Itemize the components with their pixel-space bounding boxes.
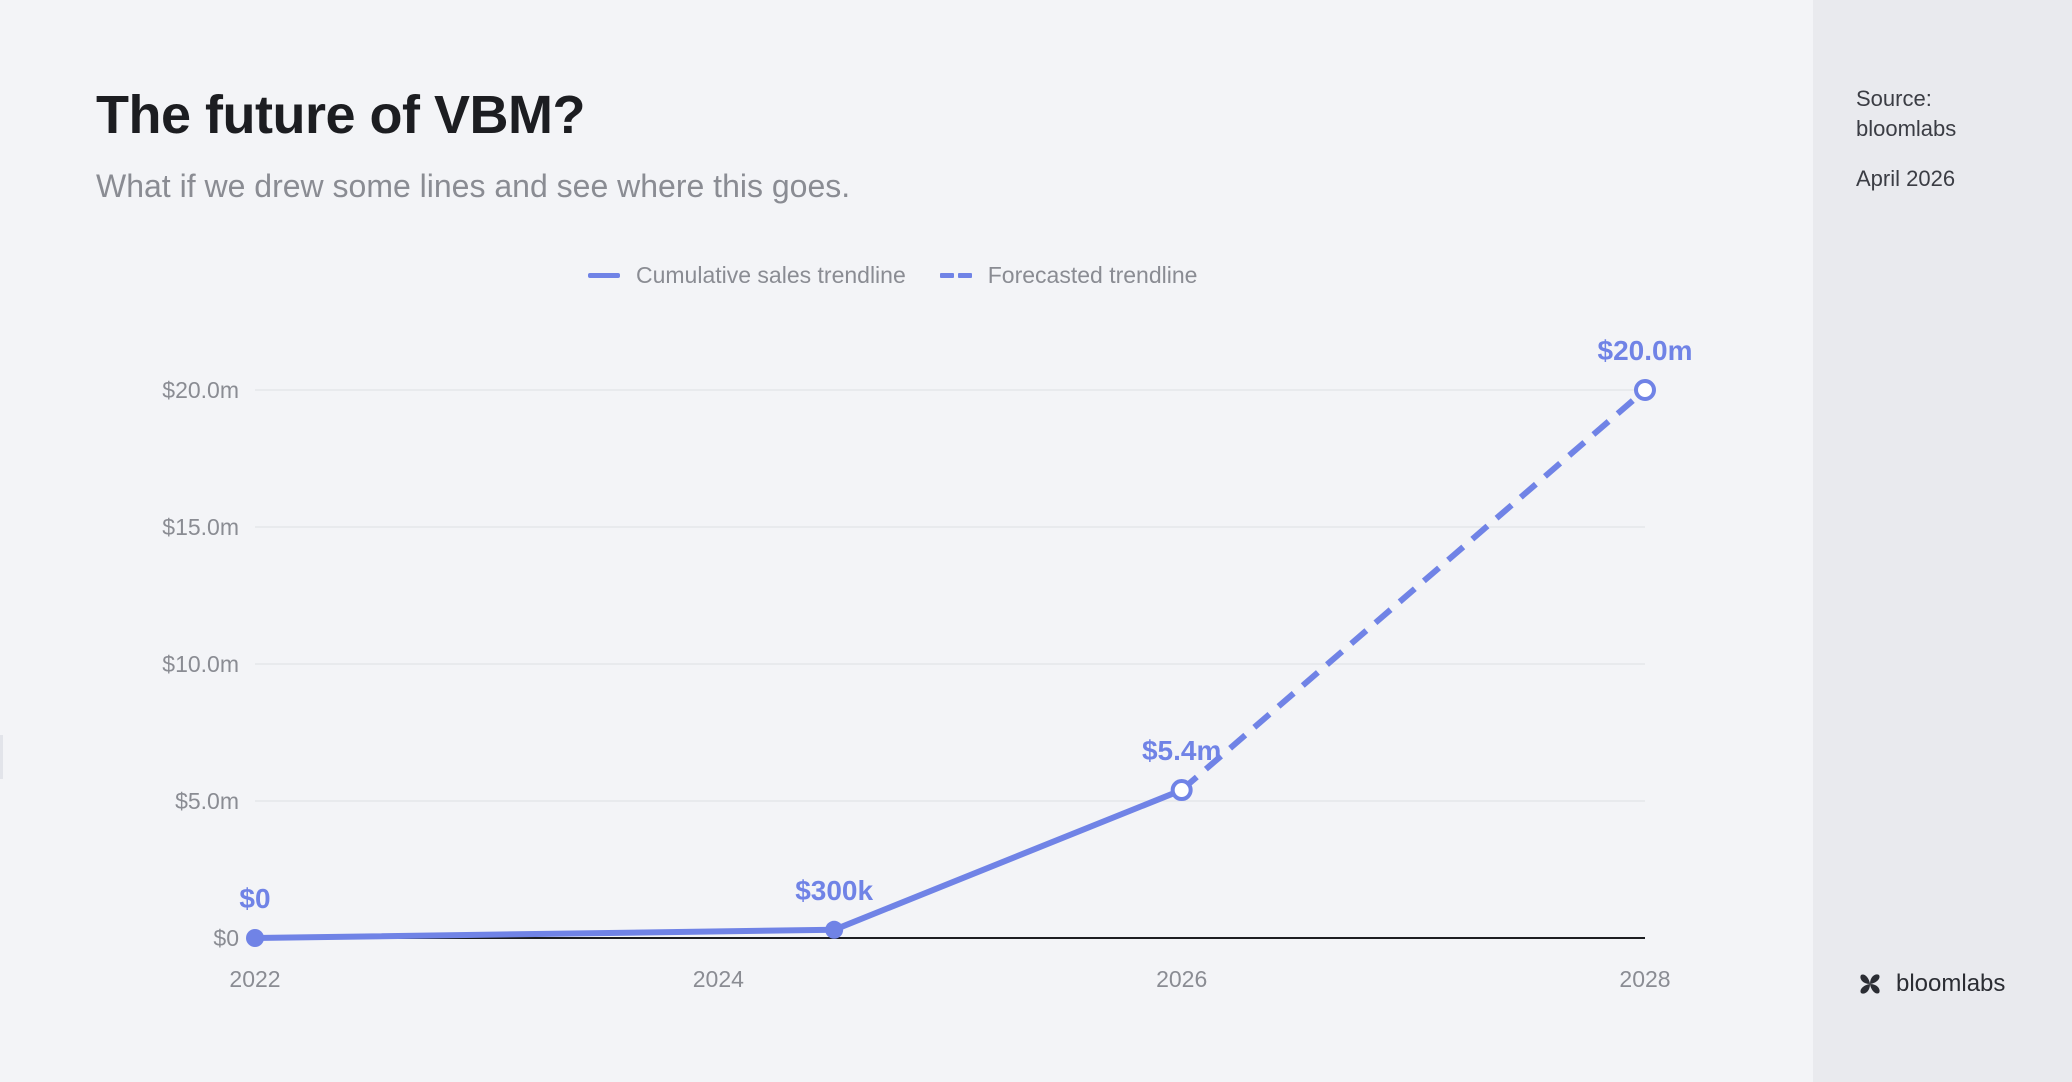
x-tick-label: 2026 [1156,966,1207,992]
data-label: $0 [239,883,270,914]
data-label: $5.4m [1142,735,1221,766]
legend-label-cumulative: Cumulative sales trendline [636,262,906,288]
data-label: $300k [795,875,873,906]
data-label: $20.0m [1598,335,1693,366]
legend-swatch-solid [588,273,620,278]
x-tick-label: 2022 [229,966,280,992]
report-date: April 2026 [1856,166,1956,191]
sidebar-panel [1813,0,2072,1082]
line-chart: $0 $5.0m $10.0m $15.0m $20.0m 2022 2024 2026 202… [162,335,1693,992]
x-tick-label: 2024 [693,966,744,992]
source-label: Source: [1856,86,1932,111]
brand-name: bloomlabs [1896,970,2006,997]
y-tick-label: $5.0m [175,788,239,814]
y-tick-label: $0 [213,925,239,951]
data-point [1634,379,1656,401]
data-point [825,920,844,939]
page-title: The future of VBM? [96,85,585,145]
bloomlabs-logo-icon [1860,974,1880,994]
chart-legend: Cumulative sales trendline Forecasted tr… [588,262,1231,289]
legend-item-forecast: Forecasted trendline [939,262,1198,289]
legend-swatch-dashed [939,273,972,278]
source-name: bloomlabs [1856,116,1957,141]
y-tick-label: $20.0m [162,377,239,403]
page-subtitle: What if we drew some lines and see where… [96,168,851,204]
edge-tab [0,735,3,779]
brand-footer: bloomlabs [1856,970,2005,998]
legend-label-forecast: Forecasted trendline [987,262,1198,288]
x-tick-label: 2028 [1619,966,1670,992]
forecast-series-line [1179,387,1647,793]
y-tick-label: $10.0m [162,651,239,677]
data-point [1170,779,1193,802]
y-tick-label: $15.0m [162,514,239,540]
source-block: Source: bloomlabs [1856,84,1956,144]
data-point [246,929,264,947]
cumulative-series-line [254,787,1183,941]
legend-item-cumulative: Cumulative sales trendline [588,262,906,289]
